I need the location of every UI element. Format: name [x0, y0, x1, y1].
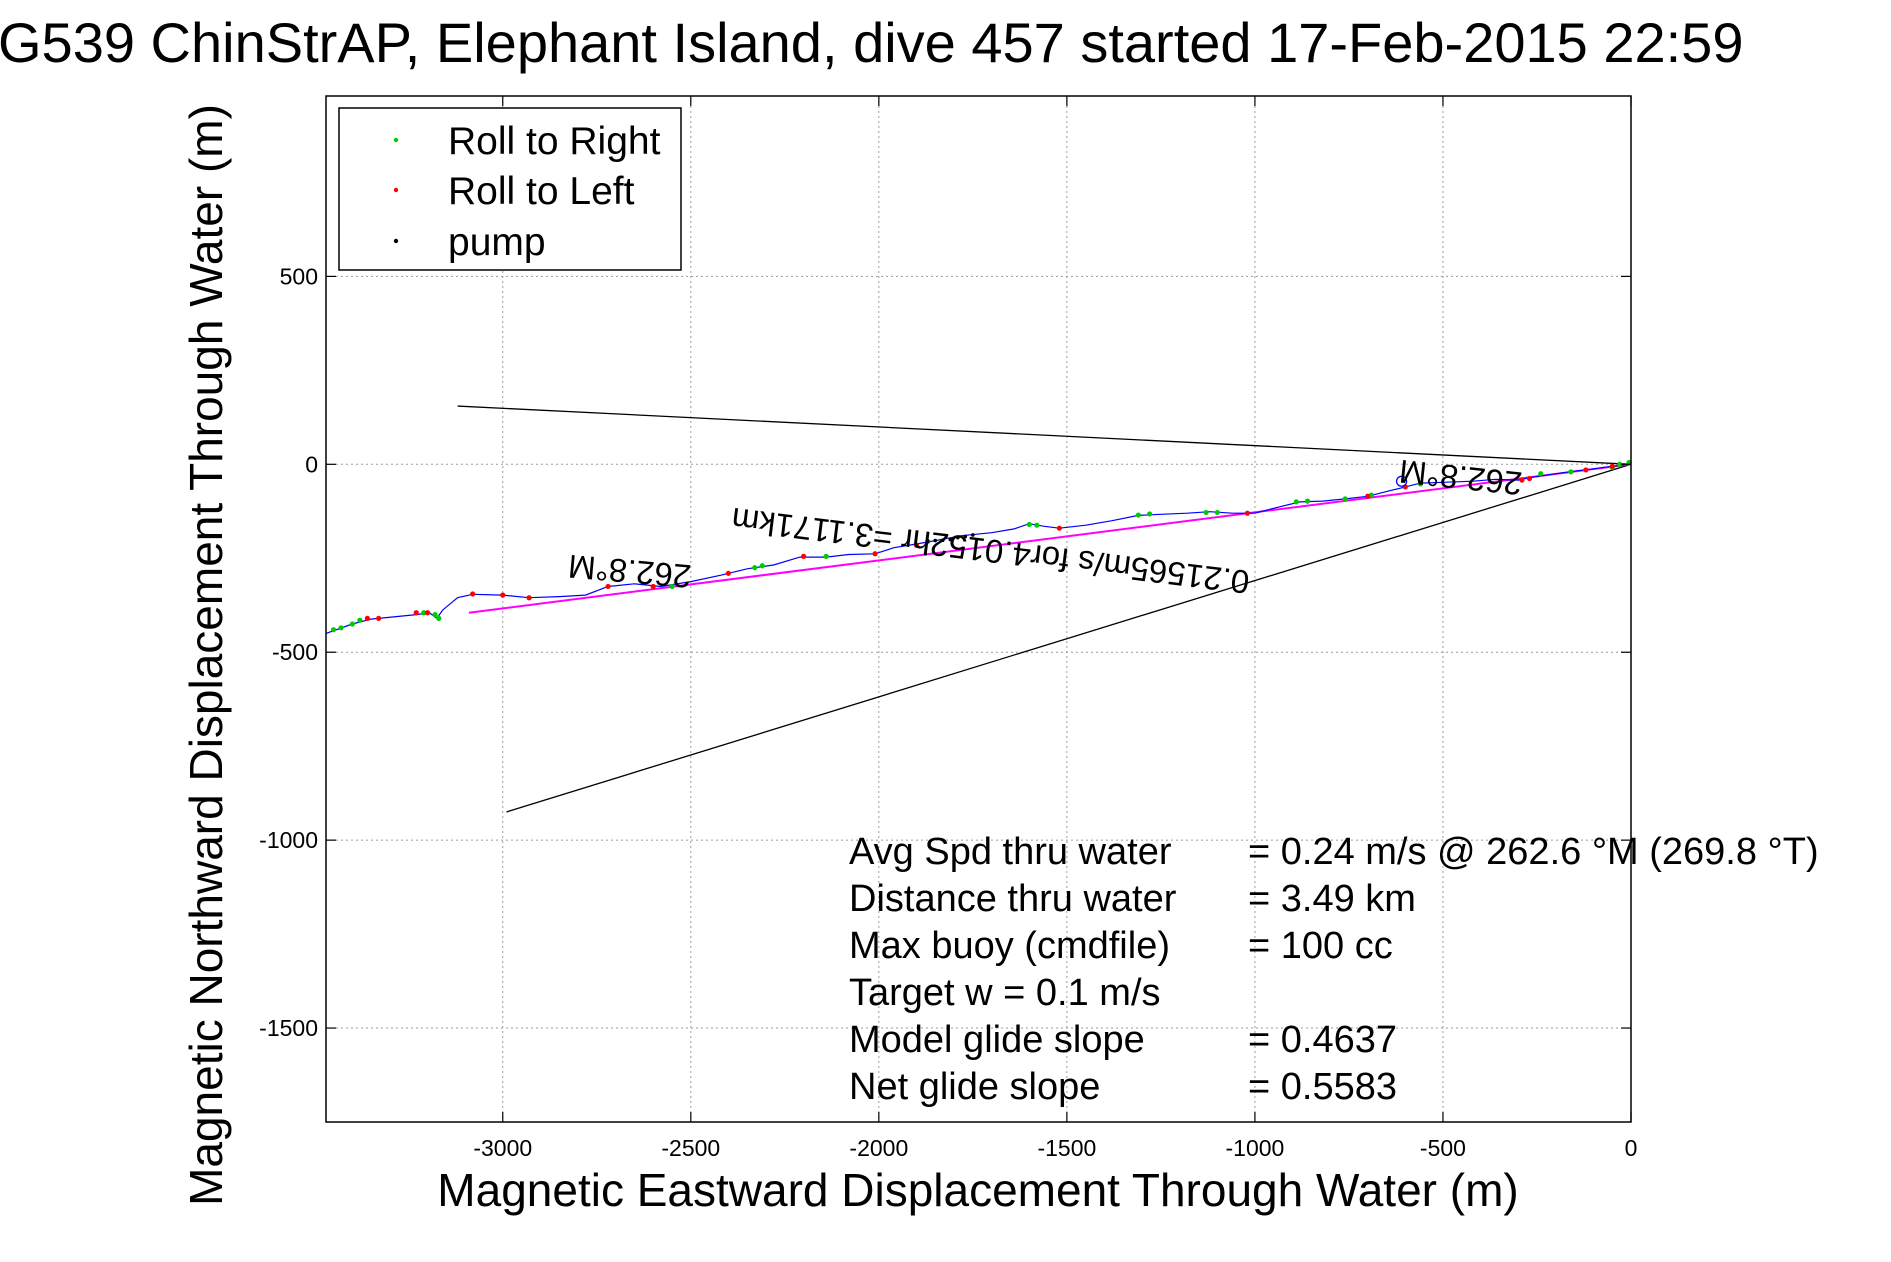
legend-label-roll-left: Roll to Left — [448, 170, 635, 213]
marker-roll-to-right — [1147, 511, 1153, 517]
marker-pump — [971, 533, 975, 537]
marker-roll-to-right — [1342, 496, 1348, 502]
glider-track — [325, 463, 1632, 634]
x-tick-label: -2000 — [849, 1135, 908, 1161]
legend-label-pump: pump — [448, 221, 546, 264]
marker-roll-to-right — [432, 612, 438, 618]
marker-roll-to-left — [376, 615, 382, 621]
y-tick-label: -500 — [272, 639, 318, 665]
stat-avg-speed-value: = 0.24 m/s @ 262.6 °M (269.8 °T) — [1248, 831, 1819, 873]
axis-ticks: -3000 -2500 -2000 -1500 -1000 -500 0 500 0 -500 -1… — [259, 96, 1637, 1161]
marker-roll-to-left — [1244, 510, 1250, 516]
track-line — [325, 463, 1632, 634]
marker-pump — [925, 539, 930, 544]
current-vector-line — [468, 463, 1632, 614]
marker-roll-to-right — [1538, 471, 1544, 477]
marker-roll-to-left — [413, 610, 419, 616]
legend-label-roll-right: Roll to Right — [448, 120, 661, 163]
stat-avg-speed-label: Avg Spd thru water — [849, 831, 1172, 873]
chart-title: G539 ChinStrAP, Elephant Island, dive 45… — [0, 11, 1743, 74]
marker-roll-to-right — [436, 615, 442, 621]
marker-roll-to-right — [1293, 499, 1299, 505]
marker-roll-to-right — [357, 617, 363, 623]
marker-roll-to-left — [470, 591, 476, 597]
x-axis-label: Magnetic Eastward Displacement Through W… — [437, 1164, 1518, 1216]
legend-marker-roll-left — [393, 187, 399, 193]
marker-roll-to-left — [872, 551, 878, 557]
marker-roll-to-right — [1214, 509, 1220, 516]
y-tick-label: 0 — [305, 451, 318, 477]
marker-roll-to-left — [913, 542, 920, 548]
legend-marker-pump — [393, 238, 399, 244]
marker-roll-to-right — [752, 565, 758, 571]
marker-roll-to-right — [1417, 481, 1423, 487]
stat-target-w: Target w = 0.1 m/s — [849, 972, 1161, 1014]
marker-roll-to-right — [1304, 498, 1311, 504]
plot-area-frame — [325, 95, 1632, 1123]
marker-roll-to-right — [823, 553, 829, 559]
stat-distance-label: Distance thru water — [849, 878, 1177, 920]
x-tick-label: -1500 — [1037, 1135, 1096, 1161]
stat-model-glide-label: Model glide slope — [849, 1019, 1145, 1061]
marker-roll-to-right — [349, 621, 355, 627]
marker-roll-to-right — [759, 563, 765, 569]
stat-max-buoy-value: = 100 cc — [1248, 925, 1393, 967]
marker-roll-to-right — [669, 583, 675, 590]
marker-roll-to-left — [526, 595, 532, 601]
marker-roll-to-left — [424, 610, 431, 616]
marker-pump — [956, 535, 960, 540]
marker-roll-to-left — [1519, 477, 1525, 483]
marker-roll-to-left — [500, 592, 506, 598]
marker-roll-to-left — [650, 583, 656, 590]
wedge-lines — [457, 405, 1632, 813]
marker-roll-to-left — [1583, 467, 1589, 473]
marker-roll-to-right — [1203, 509, 1209, 516]
start-position-marker — [1395, 475, 1408, 487]
legend: Roll to Right Roll to Left pump — [338, 107, 682, 271]
stat-max-buoy-label: Max buoy (cmdfile) — [849, 925, 1170, 967]
data-markers — [330, 459, 1632, 633]
y-tick-label: -1500 — [259, 1015, 318, 1041]
dive-statistics: Avg Spd thru water = 0.24 m/s @ 262.6 °M… — [849, 831, 1819, 1108]
x-tick-label: -2500 — [661, 1135, 720, 1161]
marker-roll-to-right — [1026, 521, 1032, 528]
marker-roll-to-right — [330, 627, 337, 633]
x-tick-label: -1000 — [1226, 1135, 1285, 1161]
marker-roll-to-right — [1568, 469, 1574, 475]
stat-distance-value: = 3.49 km — [1248, 878, 1416, 920]
marker-roll-to-left — [364, 615, 370, 621]
wedge-line — [457, 405, 1632, 465]
y-tick-label: -1000 — [259, 827, 318, 853]
marker-roll-to-left — [1609, 463, 1615, 469]
marker-roll-to-left — [801, 553, 807, 559]
stat-model-glide-value: = 0.4637 — [1248, 1019, 1397, 1061]
x-tick-label: -3000 — [473, 1135, 532, 1161]
marker-roll-to-left — [725, 570, 732, 576]
marker-pump — [940, 538, 945, 543]
marker-roll-to-left — [1526, 475, 1533, 482]
marker-roll-to-left — [1365, 493, 1371, 499]
y-tick-label: 500 — [280, 263, 318, 289]
x-tick-label: -500 — [1420, 1135, 1466, 1161]
marker-pump — [948, 537, 953, 542]
x-tick-label: 0 — [1625, 1135, 1638, 1161]
stat-net-glide-value: = 0.5583 — [1248, 1066, 1397, 1108]
marker-pump — [963, 534, 968, 539]
legend-marker-roll-right — [393, 137, 399, 143]
marker-roll-to-right — [421, 610, 427, 616]
y-axis-label: Magnetic Northward Displacement Through … — [180, 104, 232, 1206]
marker-roll-to-left — [605, 583, 611, 590]
stat-net-glide-label: Net glide slope — [849, 1066, 1100, 1108]
marker-roll-to-right — [338, 625, 344, 631]
marker-roll-to-left — [1056, 525, 1062, 531]
wedge-line — [506, 463, 1632, 813]
marker-roll-to-right — [1135, 512, 1141, 518]
marker-roll-to-right — [1617, 461, 1623, 467]
marker-roll-to-right — [1034, 522, 1040, 528]
marker-pump — [933, 538, 938, 543]
